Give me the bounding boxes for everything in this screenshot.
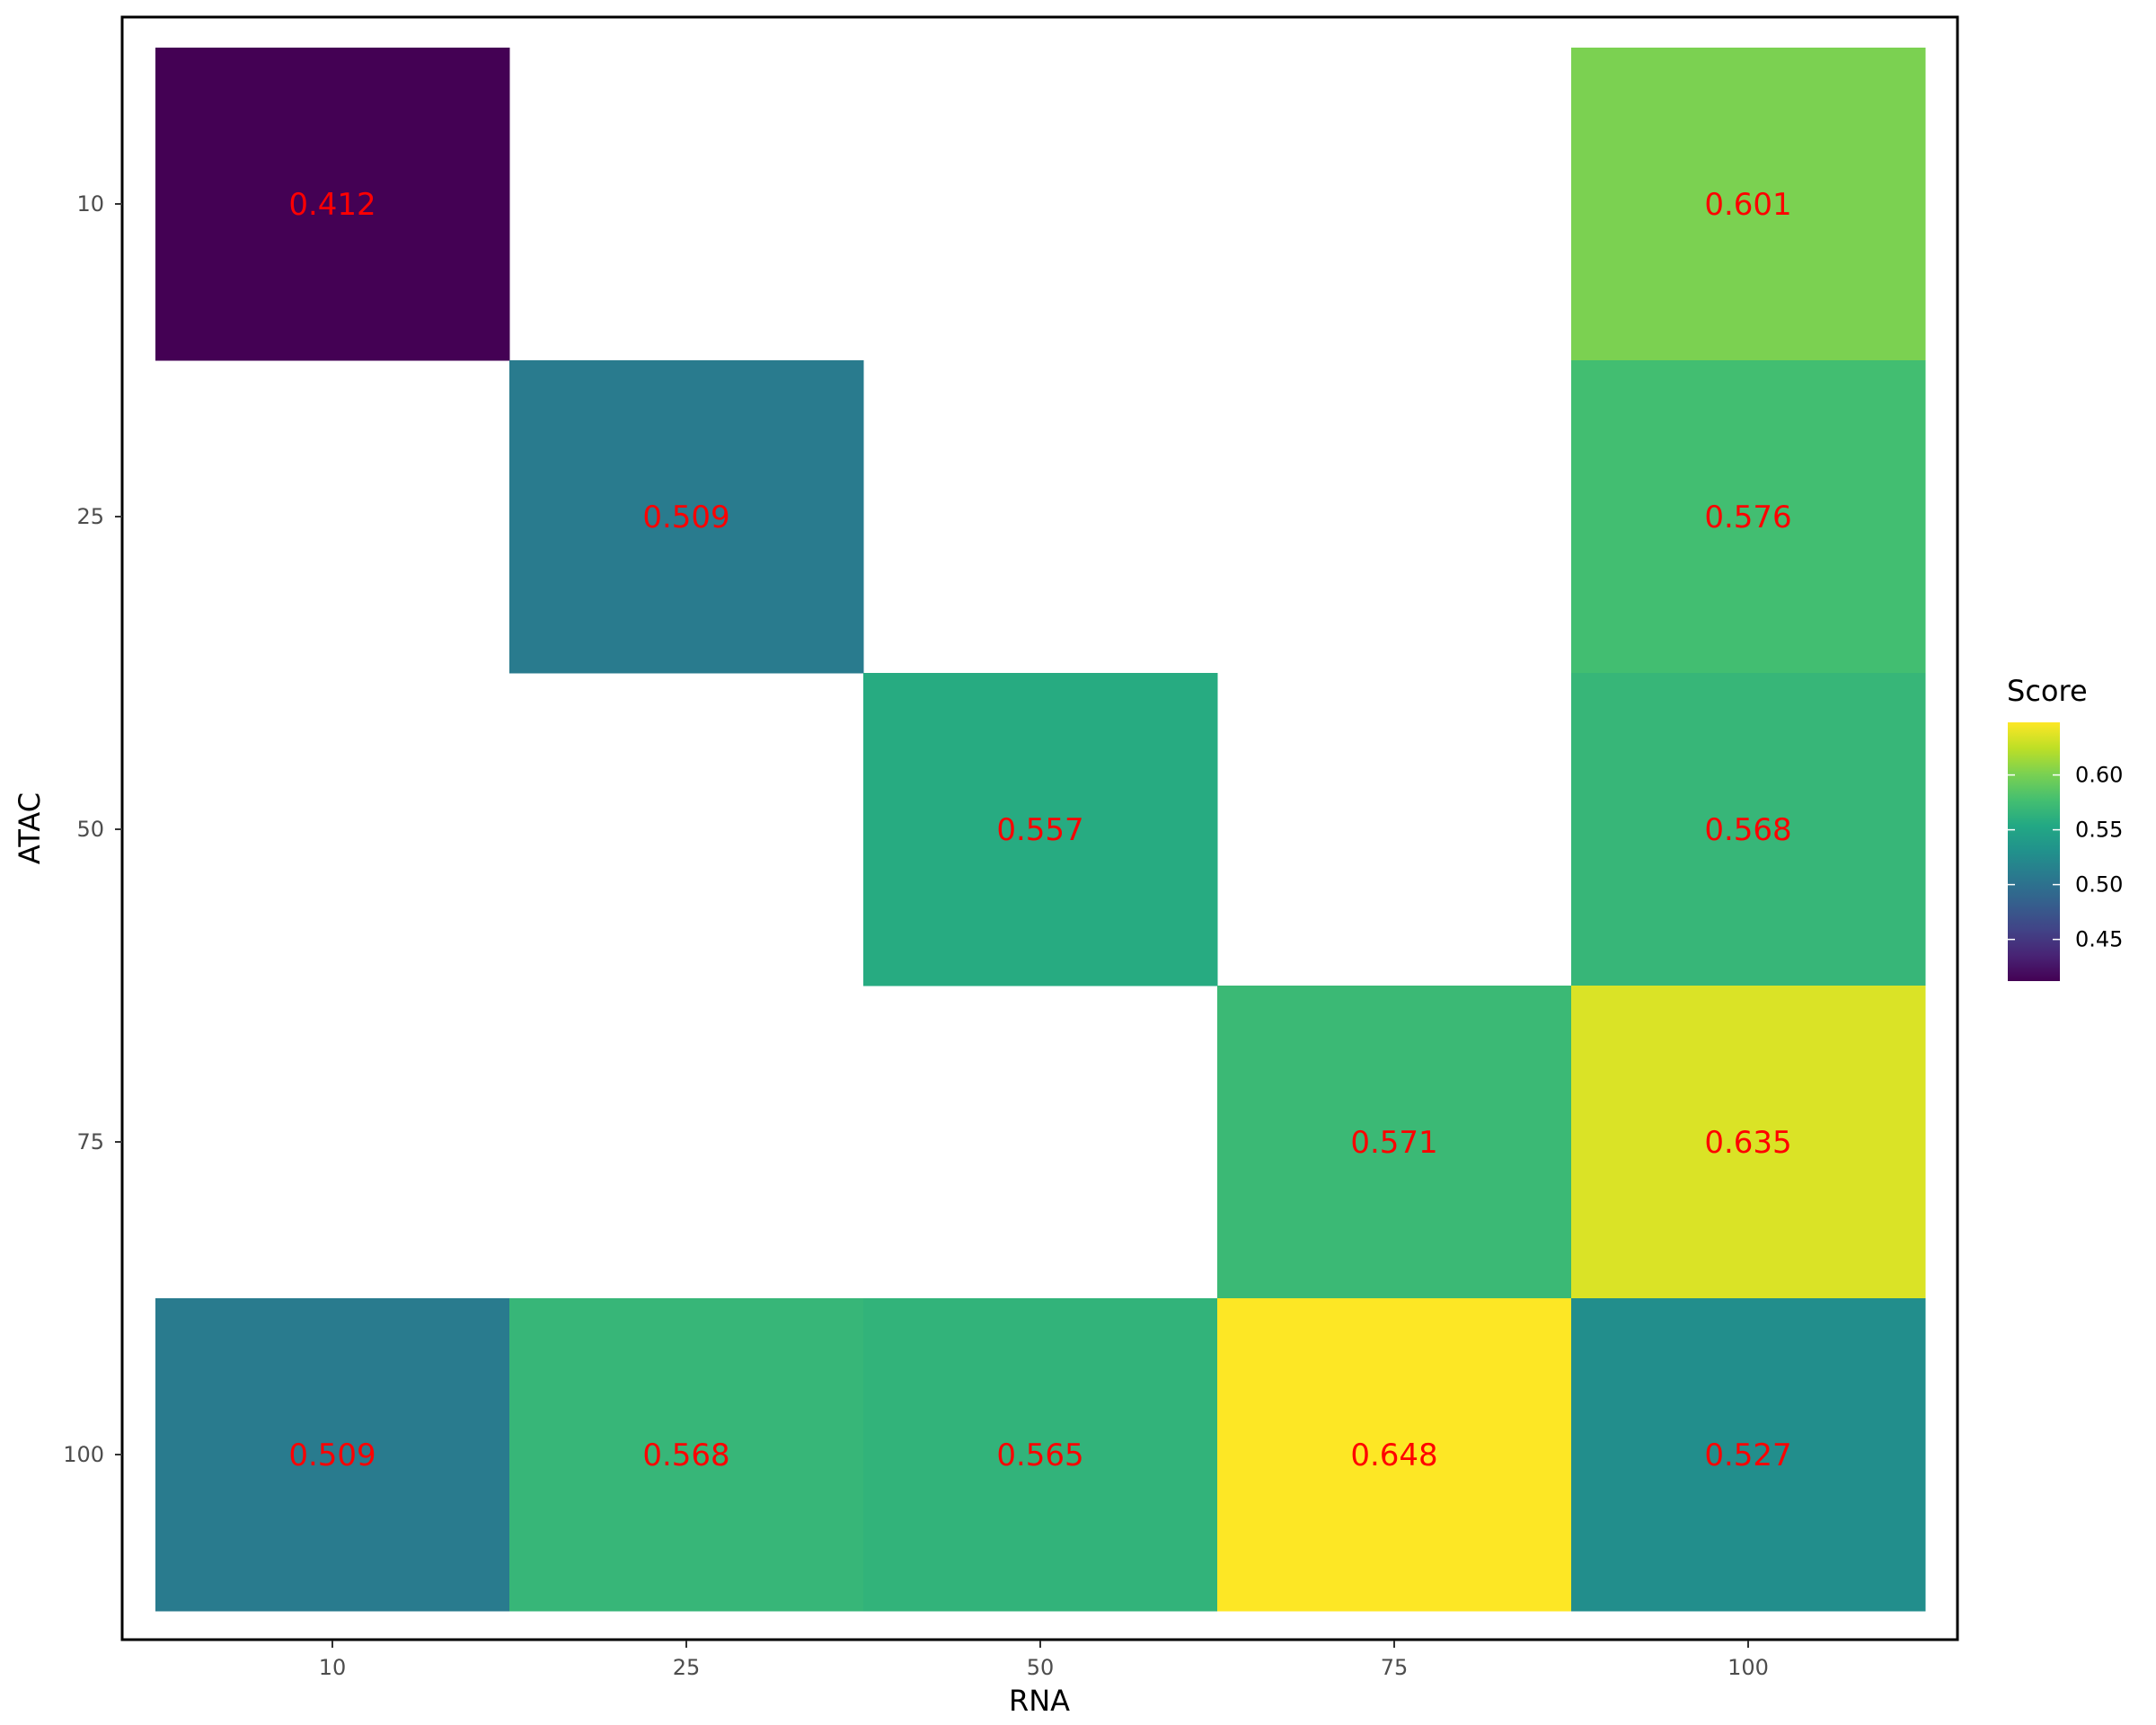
y-tick-label: 50 — [76, 817, 104, 842]
heatmap-cell-rna100-atac10 — [1571, 48, 1926, 361]
legend-ticks: 0.45 0.50 0.55 0.60 — [2008, 763, 2123, 952]
heatmap-cell-rna25-atac25 — [509, 360, 864, 674]
heatmap-cell-rna100-atac75 — [1571, 986, 1926, 1299]
y-tick-label: 10 — [76, 191, 104, 217]
cell-value-label: 0.509 — [288, 1438, 376, 1473]
heatmap-cell-rna50-atac50 — [863, 673, 1218, 986]
legend-tick-label: 0.60 — [2075, 763, 2123, 788]
x-tick-label: 100 — [1727, 1655, 1769, 1680]
cell-value-label: 0.571 — [1350, 1125, 1437, 1161]
legend-tick-label: 0.50 — [2075, 872, 2123, 898]
x-axis-title: RNA — [1009, 1684, 1070, 1718]
cell-value-label: 0.576 — [1704, 500, 1791, 535]
x-axis-ticks: 10 25 50 75 100 — [319, 1641, 1769, 1680]
color-legend: Score 0.45 0.50 0.55 0.60 — [2007, 674, 2123, 981]
cell-value-label: 0.565 — [996, 1438, 1083, 1473]
x-tick-label: 10 — [319, 1655, 347, 1680]
cell-value-label: 0.509 — [642, 500, 729, 535]
x-tick-label: 75 — [1381, 1655, 1409, 1680]
y-tick-label: 75 — [76, 1129, 104, 1154]
y-axis-ticks: 10 25 50 75 100 — [63, 191, 122, 1467]
legend-colorbar — [2008, 722, 2060, 981]
heatmap-cell-labels: 0.412 0.601 0.509 0.576 0.557 0.568 0.571 0.635… — [288, 187, 1791, 1473]
legend-tick-label: 0.45 — [2075, 927, 2123, 952]
cell-value-label: 0.568 — [1704, 812, 1791, 848]
heatmap-cell-rna10-atac100 — [155, 1298, 510, 1612]
cell-value-label: 0.568 — [642, 1438, 729, 1473]
legend-tick-label: 0.55 — [2075, 818, 2123, 843]
cell-value-label: 0.648 — [1350, 1438, 1437, 1473]
cell-value-label: 0.601 — [1704, 187, 1791, 223]
heatmap-cells — [155, 48, 1926, 1612]
heatmap-cell-rna10-atac10 — [155, 48, 510, 361]
cell-value-label: 0.412 — [288, 187, 376, 223]
cell-value-label: 0.635 — [1704, 1125, 1791, 1161]
heatmap-cell-rna100-atac50 — [1571, 673, 1926, 986]
y-tick-label: 25 — [76, 504, 104, 529]
cell-value-label: 0.557 — [996, 812, 1083, 848]
legend-title: Score — [2007, 674, 2088, 708]
y-axis-title: ATAC — [13, 792, 47, 864]
heatmap-cell-rna100-atac100 — [1571, 1298, 1926, 1612]
heatmap-cell-rna50-atac100 — [863, 1298, 1218, 1612]
heatmap-cell-rna75-atac100 — [1217, 1298, 1572, 1612]
heatmap-cell-rna75-atac75 — [1217, 986, 1572, 1299]
cell-value-label: 0.527 — [1704, 1438, 1791, 1473]
x-tick-label: 50 — [1027, 1655, 1055, 1680]
heatmap-cell-rna25-atac100 — [509, 1298, 864, 1612]
y-tick-label: 100 — [63, 1442, 104, 1467]
x-tick-label: 25 — [673, 1655, 701, 1680]
heatmap-cell-rna100-atac25 — [1571, 360, 1926, 674]
